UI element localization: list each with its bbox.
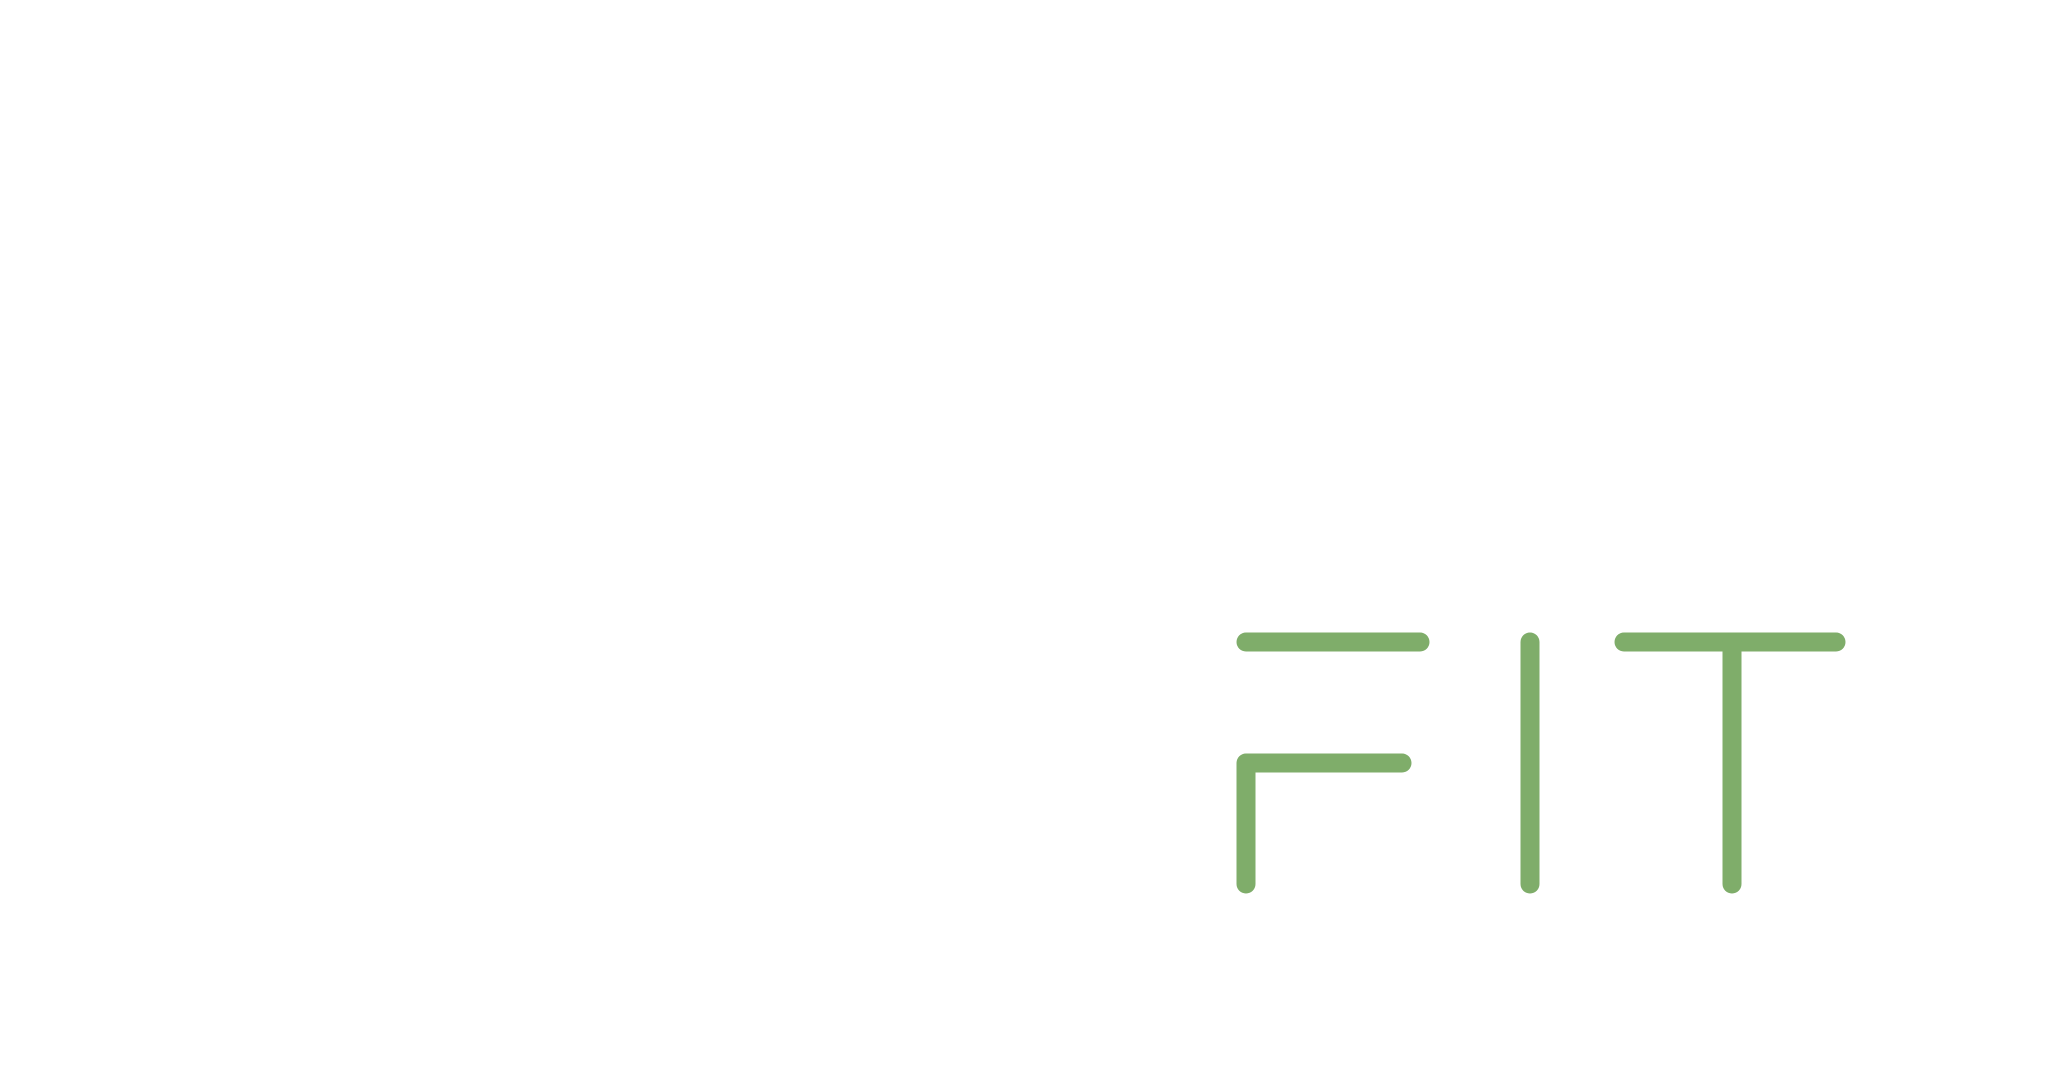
logo-strokes — [1236, 632, 1846, 894]
letter-f-glyph — [1236, 632, 1430, 894]
letter-f-lower-stroke — [1236, 753, 1412, 894]
letter-t-glyph — [1614, 632, 1846, 894]
